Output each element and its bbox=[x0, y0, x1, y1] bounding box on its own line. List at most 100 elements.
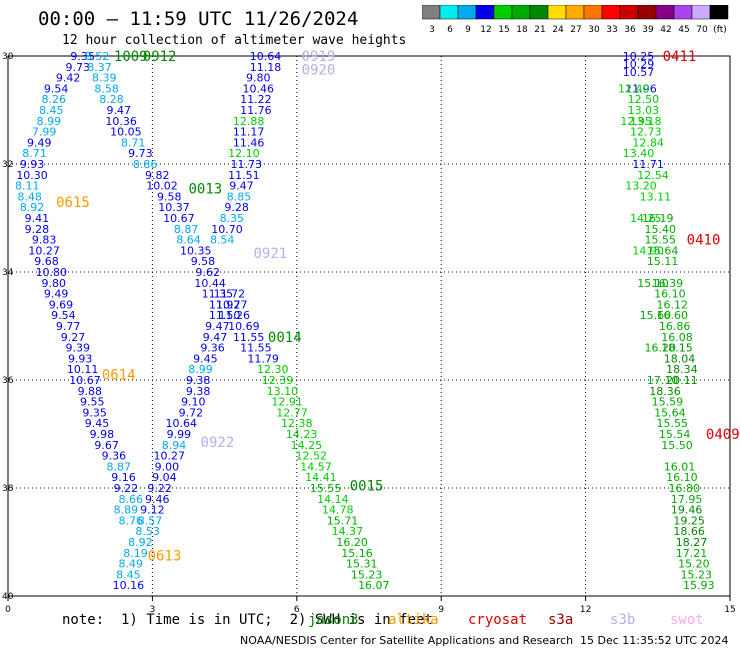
wave-height-label: 14.25 bbox=[291, 439, 323, 452]
wave-height-label: 9.46 bbox=[145, 493, 170, 506]
wave-height-label: 10.11 bbox=[67, 363, 99, 376]
wave-height-label: 11.73 bbox=[231, 158, 263, 171]
wave-height-label: 9.93 bbox=[68, 352, 93, 365]
wave-height-label: 11.17 bbox=[233, 126, 265, 139]
wave-height-label: 8.58 bbox=[94, 82, 119, 95]
colorbar-label: 15 bbox=[498, 25, 509, 35]
wave-height-label: 9.49 bbox=[44, 288, 69, 301]
wave-height-label: 9.45 bbox=[193, 352, 218, 365]
wave-height-label: 13.03 bbox=[628, 104, 660, 117]
wave-height-label: 9.42 bbox=[56, 72, 81, 85]
satellite-legend-item: altika bbox=[388, 612, 439, 628]
wave-height-label: 15.50 bbox=[661, 439, 693, 452]
wave-height-label: 8.71 bbox=[22, 147, 47, 160]
wave-height-label: 9.10 bbox=[181, 396, 206, 409]
wave-height-label: 8.85 bbox=[227, 190, 252, 203]
pass-id-label: 0921 bbox=[253, 246, 287, 262]
wave-height-label: 15.16 bbox=[341, 547, 373, 560]
wave-height-label: 9.45 bbox=[85, 417, 110, 430]
wave-height-label: 9.39 bbox=[66, 342, 91, 355]
wave-height-label: 9.04 bbox=[152, 471, 177, 484]
wave-height-label: 12.52 bbox=[295, 450, 327, 463]
wave-height-label: 11.72 bbox=[214, 288, 246, 301]
wave-height-label: 18.04 bbox=[664, 352, 696, 365]
wave-height-label: 15.31 bbox=[346, 558, 378, 571]
wave-height-label: 14.57 bbox=[300, 460, 332, 473]
wave-height-label: 9.73 bbox=[66, 61, 91, 74]
wave-height-label: 13.18 bbox=[630, 115, 662, 128]
wave-height-label: 12.91 bbox=[271, 396, 303, 409]
wave-height-label: 11.22 bbox=[240, 93, 272, 106]
pass-id-label: 0014 bbox=[268, 330, 302, 346]
wave-height-label: 10.16 bbox=[113, 579, 145, 592]
wave-height-label: 10.67 bbox=[69, 374, 101, 387]
wave-height-label: 15.23 bbox=[681, 568, 713, 581]
pass-id-label: 0912 bbox=[143, 49, 177, 65]
wave-height-label: 10.35 bbox=[180, 244, 212, 257]
wave-height-label: 8.45 bbox=[116, 568, 141, 581]
wave-height-label: 12.50 bbox=[628, 93, 660, 106]
wave-height-label: 13.40 bbox=[623, 147, 655, 160]
wave-height-label: 15.55 bbox=[644, 234, 676, 247]
colorbar-legend: 3 6 9 12 15 18 21 24 27 30 33 36 39 42 45 70 (ft) bbox=[422, 5, 729, 35]
wave-height-label: 8.39 bbox=[92, 72, 117, 85]
wave-height-label: 8.99 bbox=[37, 115, 62, 128]
wave-height-label: 9.54 bbox=[51, 309, 76, 322]
wave-height-label: 15.54 bbox=[659, 428, 691, 441]
wave-height-label: 8.71 bbox=[121, 136, 146, 149]
wave-height-label: 13.11 bbox=[640, 190, 672, 203]
wave-height-label: 15.20 bbox=[678, 558, 710, 571]
satellite-legend-item: jason3 bbox=[308, 612, 359, 628]
colorbar-label: 12 bbox=[480, 25, 491, 35]
colorbar-label: 3 bbox=[429, 25, 435, 35]
wave-height-label: 11.96 bbox=[625, 82, 657, 95]
wave-height-label: 10.77 bbox=[216, 298, 248, 311]
wave-height-label: 8.11 bbox=[15, 180, 40, 193]
y-tick-label: 32 bbox=[2, 160, 13, 170]
y-tick-label: 38 bbox=[2, 484, 14, 494]
wave-height-label: 8.28 bbox=[99, 93, 124, 106]
wave-height-label: 18.34 bbox=[666, 363, 698, 376]
wave-height-label: 14.25 bbox=[630, 212, 662, 225]
wave-height-label: 15.55 bbox=[656, 417, 688, 430]
x-tick-label: 15 bbox=[724, 605, 735, 612]
pass-id-label: 0614 bbox=[102, 368, 136, 384]
colorbar-label: 45 bbox=[678, 25, 689, 35]
wave-height-label: 8.53 bbox=[135, 525, 160, 538]
colorbar-label: 21 bbox=[534, 25, 545, 35]
wave-height-label: 15.11 bbox=[647, 255, 679, 268]
wave-height-label: 16.19 bbox=[642, 212, 674, 225]
wave-height-label: 12.30 bbox=[257, 363, 289, 376]
wave-height-label: 13.10 bbox=[267, 385, 299, 398]
wave-height-label: 10.37 bbox=[158, 201, 190, 214]
wave-height-label: 15.40 bbox=[644, 223, 676, 236]
wave-height-label: 8.54 bbox=[210, 234, 235, 247]
wave-height-label: 9.47 bbox=[203, 331, 228, 344]
wave-height-label: 11.55 bbox=[233, 331, 265, 344]
wave-height-label: 10.70 bbox=[211, 223, 243, 236]
wave-height-label: 15.71 bbox=[327, 514, 359, 527]
y-tick-label: 40 bbox=[2, 592, 14, 602]
wave-height-label: 10.64 bbox=[250, 50, 282, 63]
wave-height-label: 9.12 bbox=[140, 504, 165, 517]
wave-height-label: 11.51 bbox=[228, 169, 260, 182]
wave-height-label: 11.50 bbox=[209, 309, 241, 322]
wave-height-label: 15.64 bbox=[654, 406, 686, 419]
pass-id-label: 0922 bbox=[201, 435, 235, 451]
wave-height-label: 11.92 bbox=[209, 298, 241, 311]
wave-height-label: 11.35 bbox=[202, 288, 234, 301]
pass-id-label: 0613 bbox=[148, 549, 182, 565]
wave-height-label: 9.80 bbox=[246, 72, 271, 85]
colorbar-label: (ft) bbox=[713, 25, 727, 35]
satellite-legend-item: s3a bbox=[548, 612, 574, 628]
page-title: 00:00 – 11:59 UTC 11/26/2024 bbox=[38, 8, 359, 30]
wave-height-label: 9.47 bbox=[205, 320, 230, 333]
colorbar-label: 27 bbox=[570, 25, 581, 35]
x-tick-label: 6 bbox=[294, 605, 300, 612]
wave-height-label: 19.25 bbox=[673, 514, 705, 527]
wave-height-label: 9.35 bbox=[82, 406, 107, 419]
wave-height-label: 10.57 bbox=[623, 66, 655, 79]
wave-height-label: 8.48 bbox=[17, 190, 42, 203]
wave-height-label: 16.07 bbox=[358, 579, 390, 592]
pass-track: 12.3012.3913.1012.9112.7712.3814.2314.25… bbox=[257, 363, 390, 592]
